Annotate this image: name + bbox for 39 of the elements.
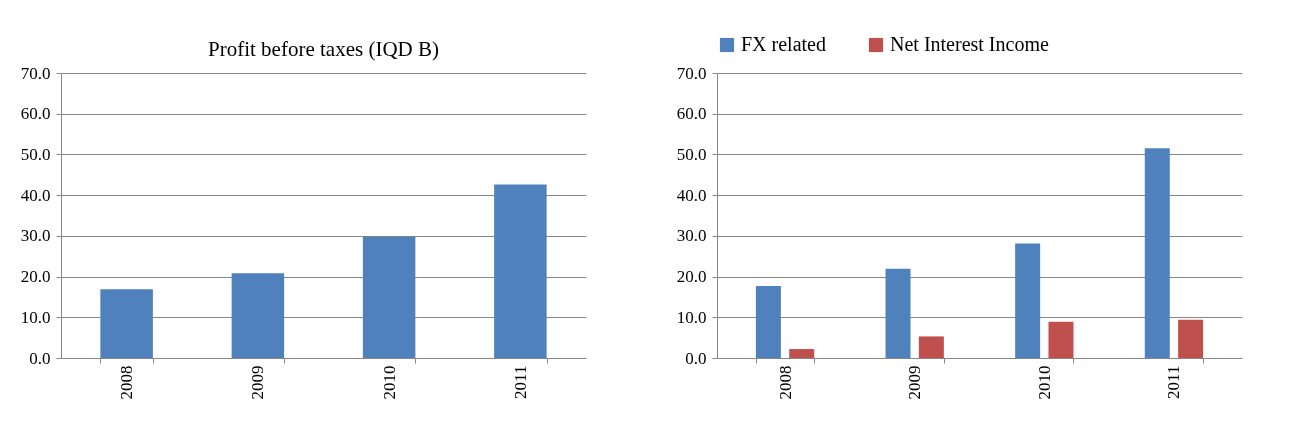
y-tick-label: 70.0 xyxy=(20,63,51,83)
y-tick-label: 70.0 xyxy=(676,63,707,83)
y-tick-label: 40.0 xyxy=(676,185,707,205)
y-tick-label: 50.0 xyxy=(20,144,51,164)
x-tick-label: 2010 xyxy=(1034,365,1054,400)
y-tick-label: 0.0 xyxy=(685,348,707,368)
bar xyxy=(494,184,547,358)
x-tick-label: 2011 xyxy=(1164,365,1184,399)
x-tick-label: 2011 xyxy=(510,365,530,399)
legend-label: Net Interest Income xyxy=(890,33,1049,55)
y-tick-label: 40.0 xyxy=(20,185,51,205)
x-tick-label: 2009 xyxy=(905,365,925,400)
legend-label: FX related xyxy=(741,33,826,55)
x-tick-label: 2008 xyxy=(775,365,795,400)
y-tick-label: 20.0 xyxy=(676,267,707,287)
bar xyxy=(755,285,781,358)
x-tick-label: 2009 xyxy=(248,365,268,400)
bar xyxy=(1015,243,1041,358)
y-tick-label: 60.0 xyxy=(676,104,707,124)
y-tick-label: 10.0 xyxy=(676,307,707,327)
x-tick-label: 2008 xyxy=(117,365,137,400)
bar xyxy=(100,289,153,358)
bar xyxy=(789,349,815,358)
bar xyxy=(1144,148,1170,358)
x-tick-label: 2010 xyxy=(379,365,399,400)
bar xyxy=(231,273,285,358)
y-tick-label: 10.0 xyxy=(20,307,51,327)
y-tick-label: 0.0 xyxy=(29,348,51,368)
y-tick-label: 50.0 xyxy=(676,144,707,164)
bar xyxy=(1178,319,1204,358)
y-tick-label: 60.0 xyxy=(20,104,51,124)
chart-title: Profit before taxes (IQD B) xyxy=(208,37,439,61)
y-tick-label: 30.0 xyxy=(20,226,51,246)
bar xyxy=(362,236,416,358)
bar xyxy=(1048,321,1074,358)
y-tick-label: 30.0 xyxy=(676,226,707,246)
y-tick-label: 20.0 xyxy=(20,267,51,287)
bar xyxy=(918,336,944,358)
bar xyxy=(885,268,911,358)
